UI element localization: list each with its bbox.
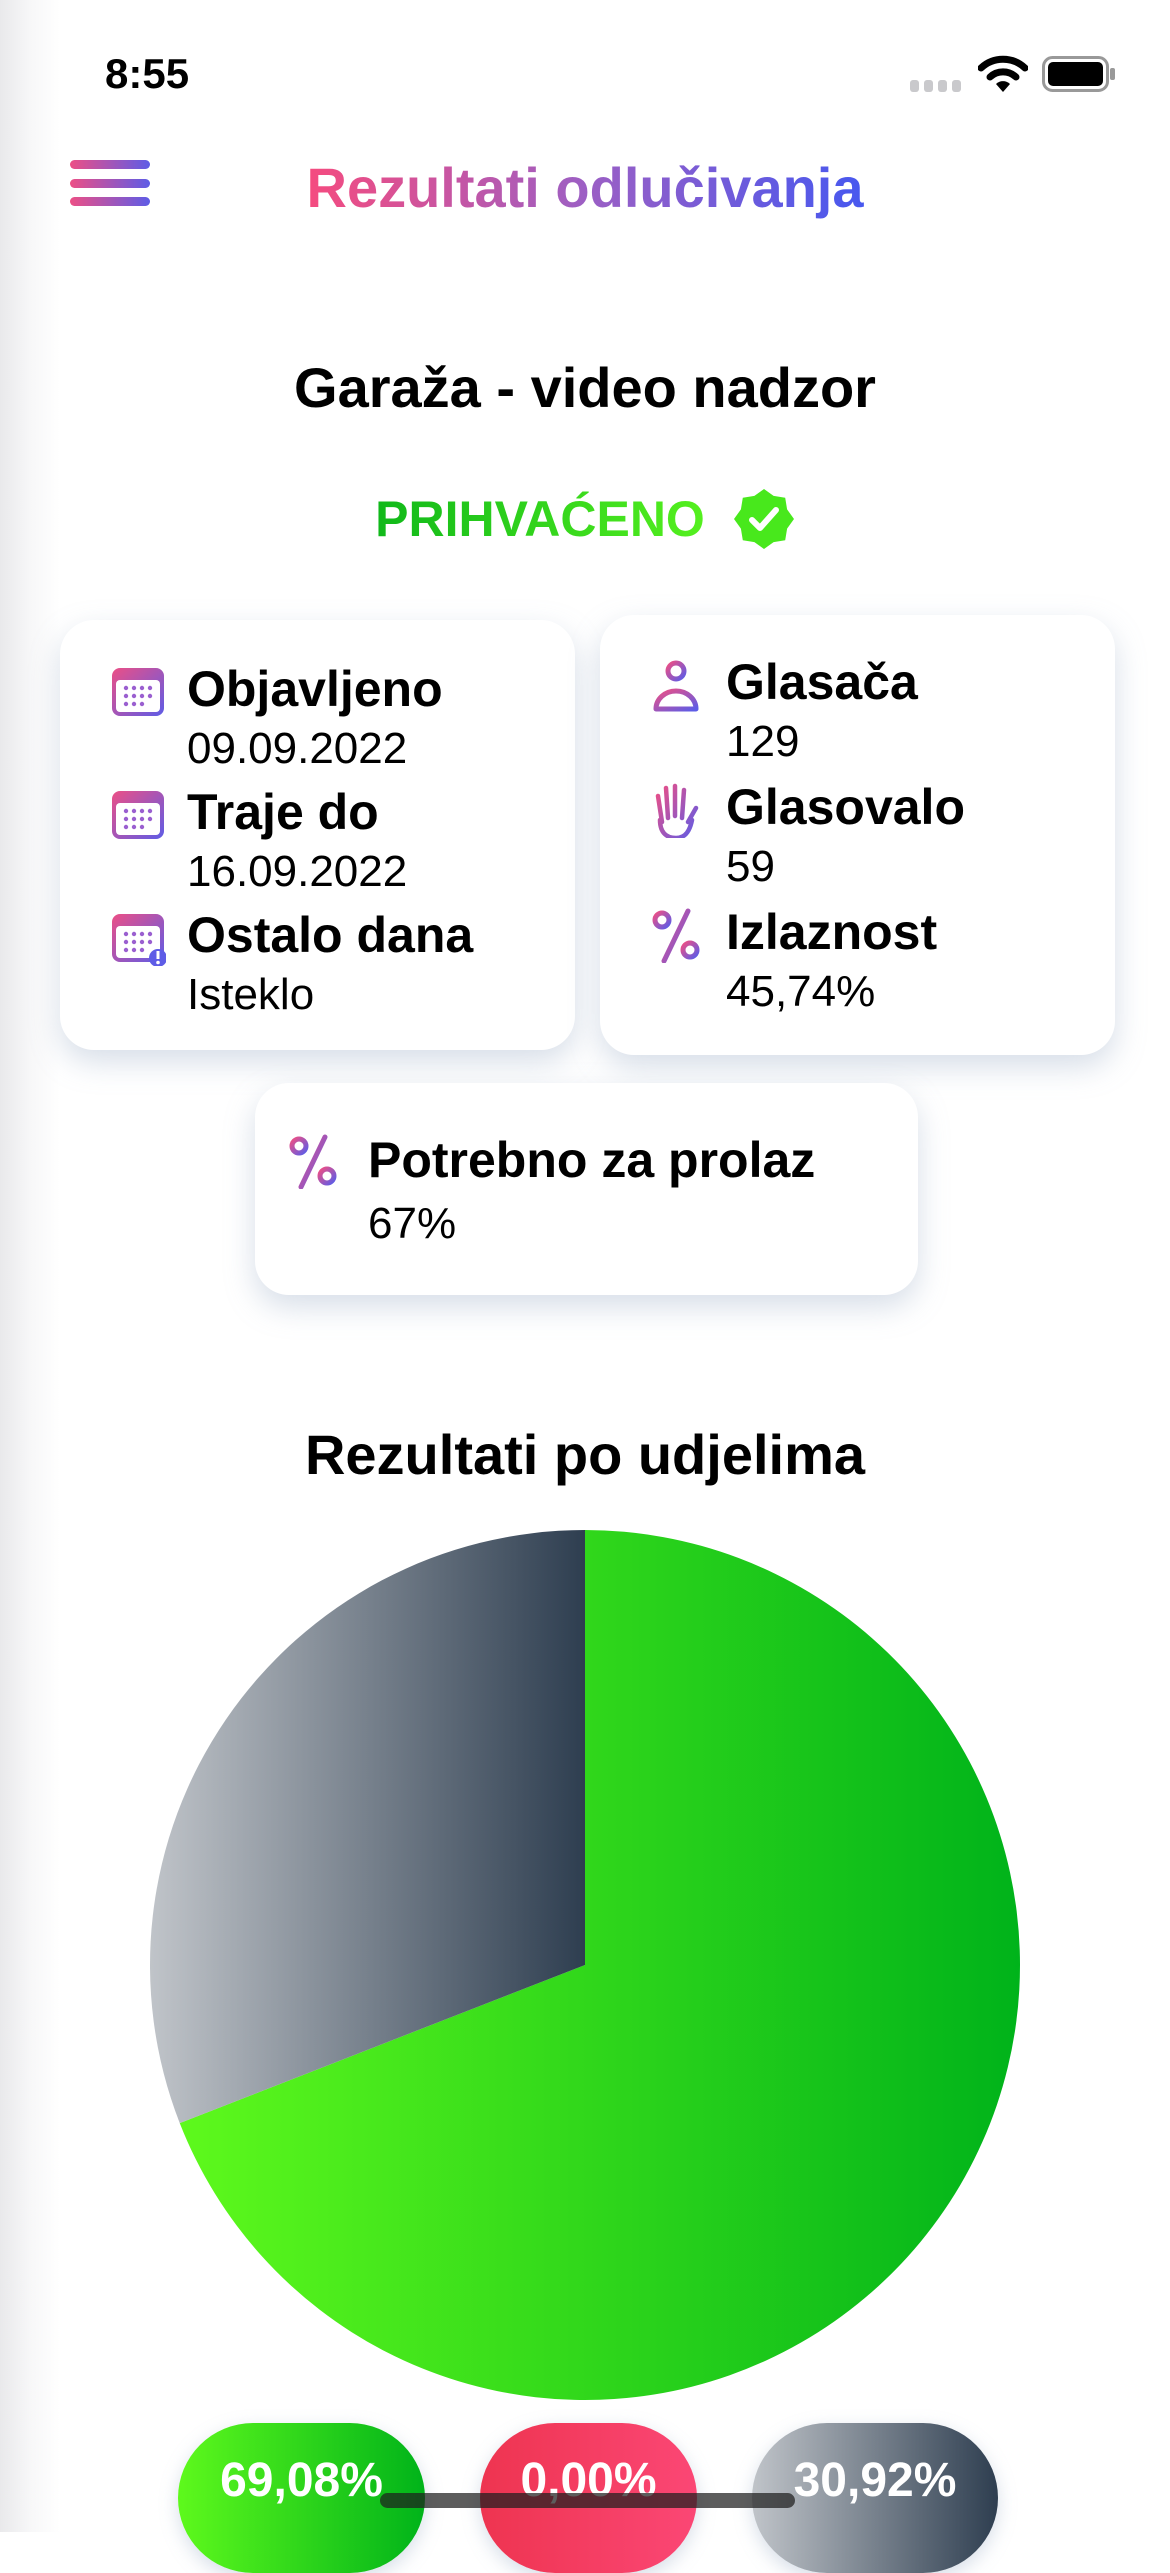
page-title-text: Rezultati odlučivanja <box>306 156 864 219</box>
hamburger-menu-button[interactable] <box>70 160 150 206</box>
cellular-signal-icon <box>910 80 961 92</box>
info-value: 45,74% <box>726 967 876 1016</box>
poll-status: PRIHVAĆENO <box>0 488 1170 550</box>
info-value: Isteklo <box>187 970 315 1019</box>
info-value: 59 <box>726 842 775 891</box>
info-label: Izlaznost <box>726 904 938 960</box>
pie-slice <box>179 1530 1020 2400</box>
percent-icon <box>285 1133 341 1189</box>
status-text: PRIHVAĆENO <box>375 491 705 547</box>
battery-icon <box>1042 56 1115 92</box>
status-time: 8:55 <box>105 50 190 97</box>
info-label: Objavljeno <box>187 661 443 717</box>
legend-pill-label: 30,92% <box>793 2454 957 2507</box>
calendar-icon <box>112 791 164 839</box>
legend-pill-label: 69,08% <box>220 2454 383 2507</box>
chart-title: Rezultati po udjelima <box>304 1423 866 1486</box>
threshold-value: 67% <box>368 1199 457 1248</box>
home-indicator[interactable] <box>380 2493 795 2508</box>
calendar-icon <box>112 668 164 716</box>
info-label: Ostalo dana <box>187 907 474 963</box>
dates-card: Objavljeno 09.09.2022 Traje do 16.09.202… <box>60 620 575 1050</box>
raised-hand-icon <box>655 783 699 838</box>
votes-card: Glasača 129 Glasovalo 59 Izlaznost 45,74… <box>600 615 1115 1055</box>
wifi-icon <box>978 55 1028 92</box>
person-icon <box>653 660 699 712</box>
results-pie-chart <box>150 1530 1020 2400</box>
threshold-label: Potrebno za prolaz <box>368 1132 816 1188</box>
info-label: Glasača <box>726 654 918 710</box>
poll-title: Garaža - video nadzor <box>294 356 876 419</box>
calendar-alert-icon <box>112 914 166 966</box>
info-value: 129 <box>726 717 800 766</box>
legend-pill-label: 0,00% <box>520 2454 657 2507</box>
pie-slice <box>150 1530 585 2124</box>
info-label: Glasovalo <box>726 779 965 835</box>
drawer-edge-shadow <box>0 0 60 2532</box>
info-value: 16.09.2022 <box>187 847 408 896</box>
info-value: 09.09.2022 <box>187 724 408 773</box>
info-label: Traje do <box>187 784 379 840</box>
percent-icon <box>648 907 704 963</box>
page-title: Rezultati odlučivanja <box>0 155 1170 220</box>
threshold-card: Potrebno za prolaz 67% <box>255 1083 918 1295</box>
verified-badge-icon <box>733 489 794 549</box>
